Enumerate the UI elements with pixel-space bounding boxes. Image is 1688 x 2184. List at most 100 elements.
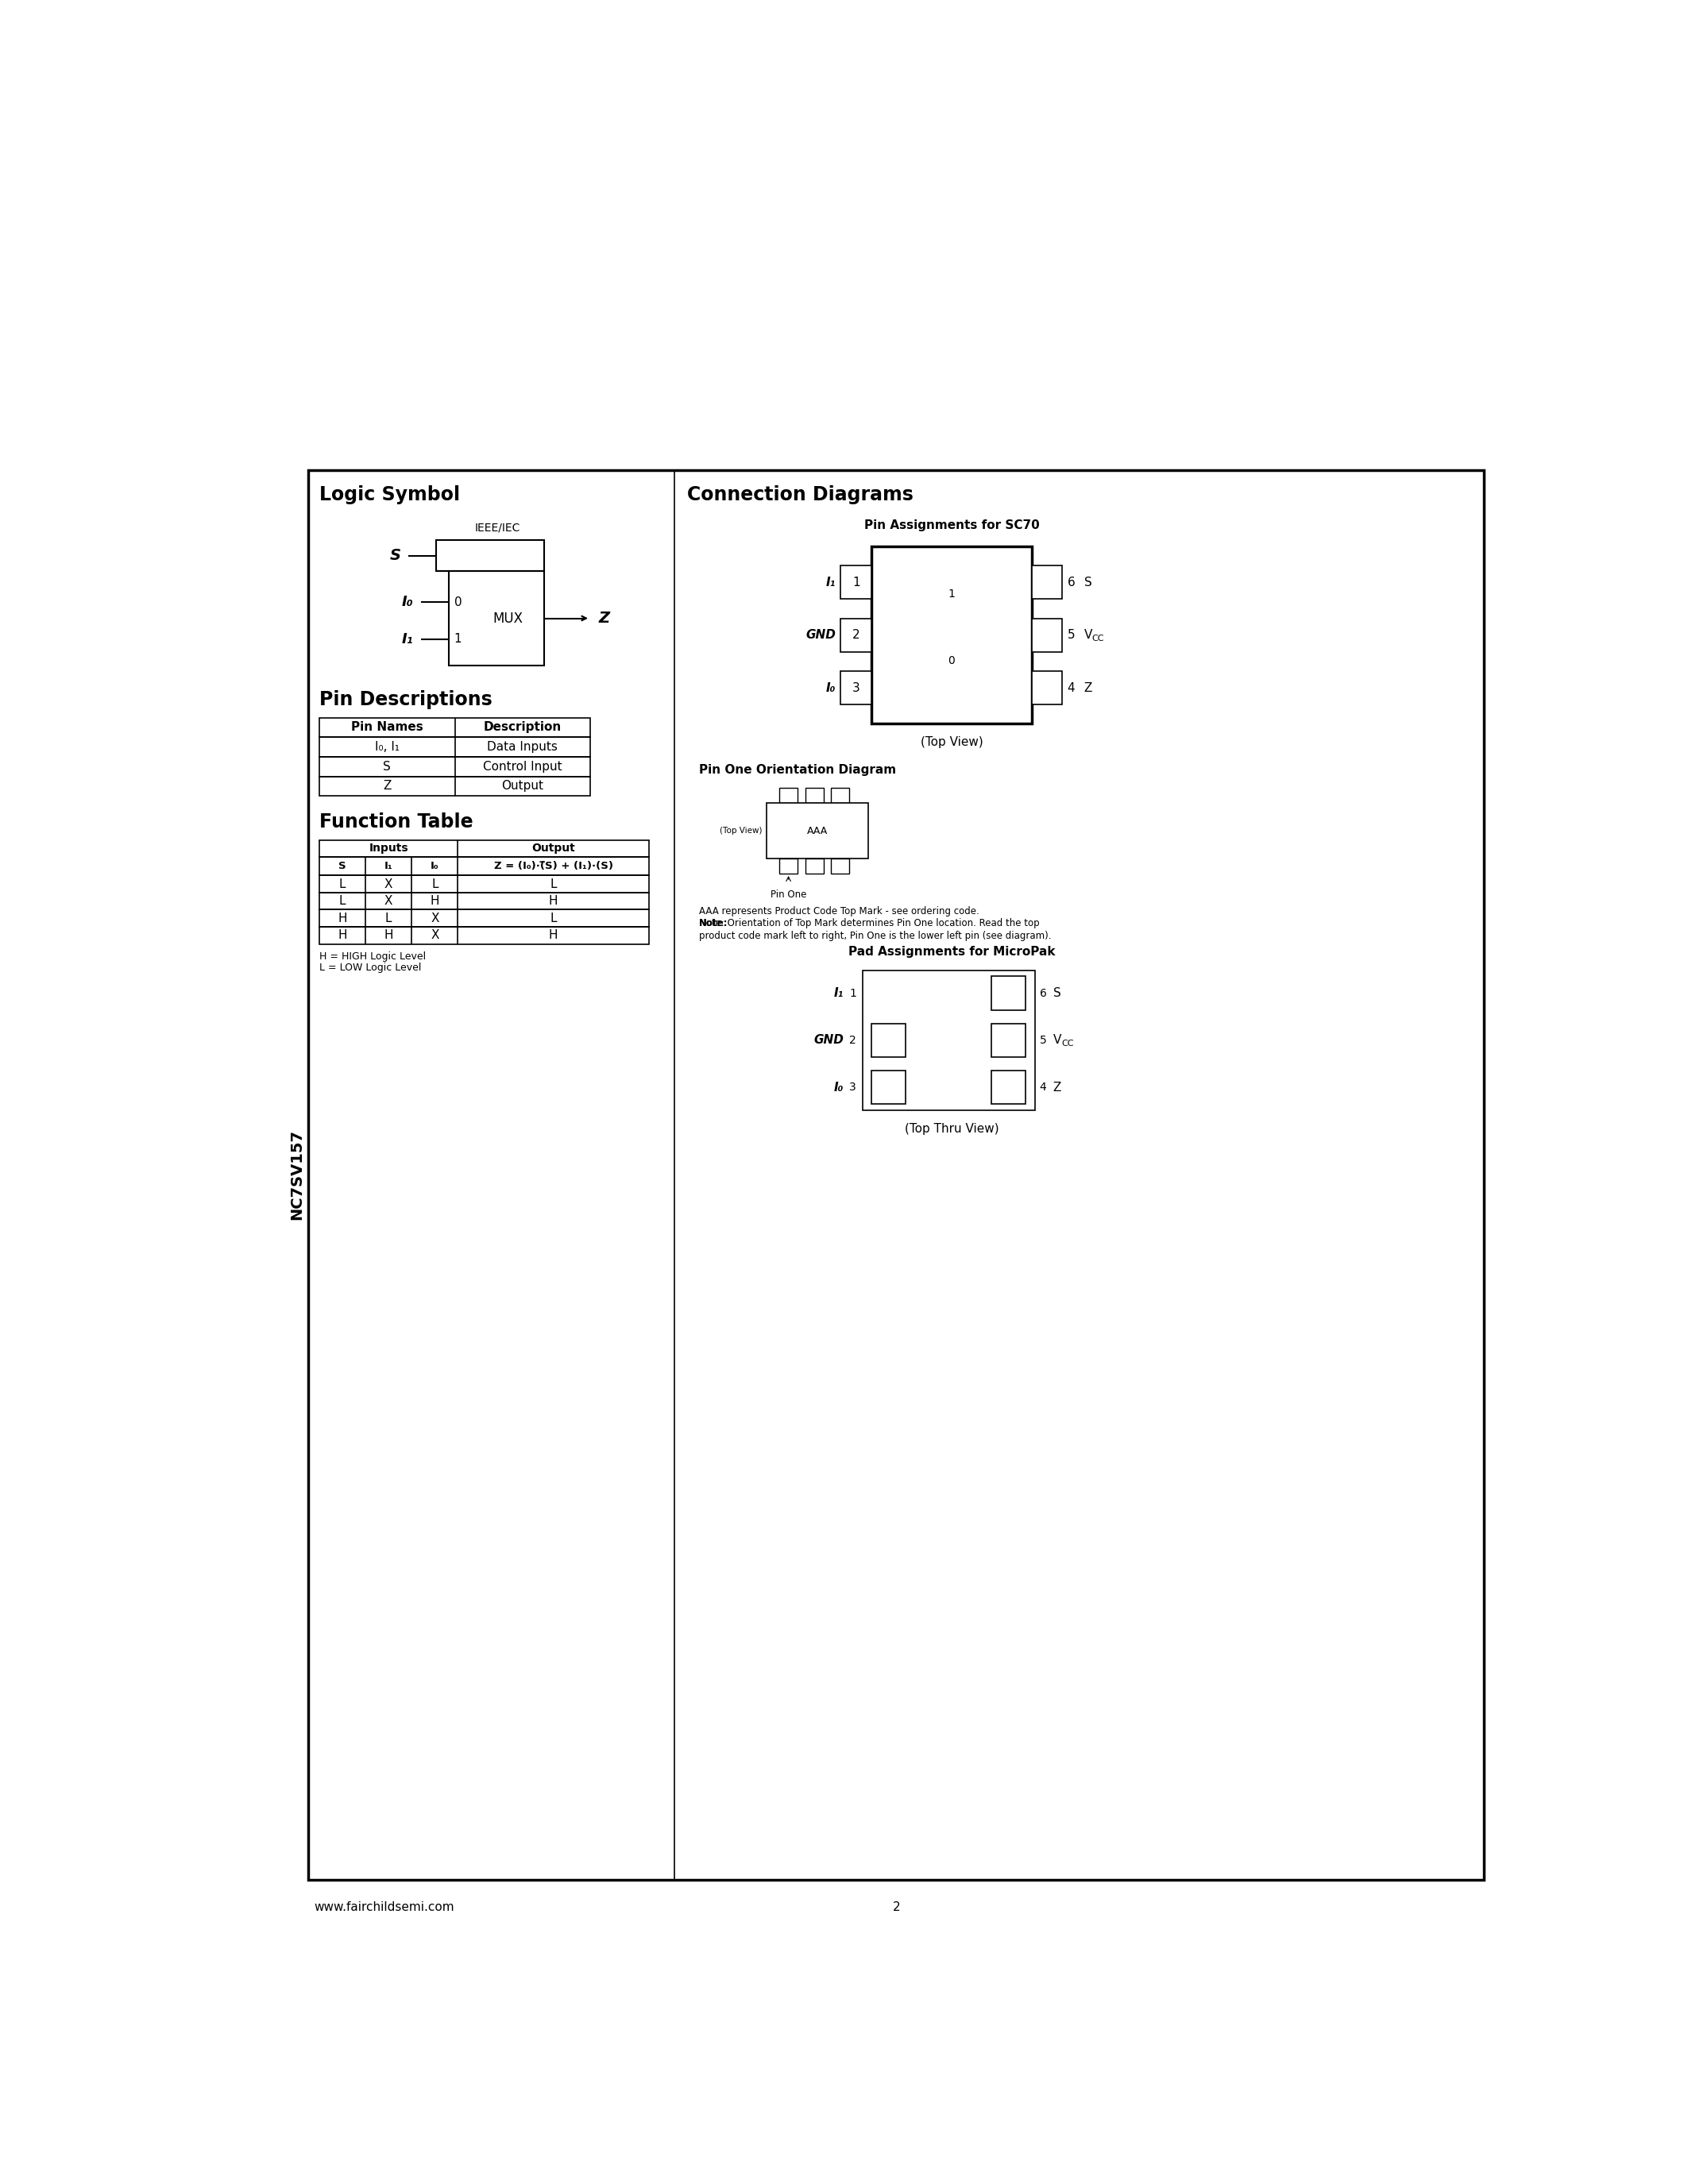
Bar <box>319 719 591 738</box>
Text: I₀: I₀ <box>834 1081 844 1094</box>
Text: H = HIGH Logic Level: H = HIGH Logic Level <box>319 952 425 961</box>
Text: Pin Descriptions: Pin Descriptions <box>319 690 493 710</box>
Bar <box>319 738 591 758</box>
Text: 0: 0 <box>454 596 463 607</box>
Bar <box>319 758 591 775</box>
Text: L: L <box>432 878 439 889</box>
Bar <box>863 970 1035 1109</box>
Text: I₀: I₀ <box>402 594 414 609</box>
Text: AAA: AAA <box>807 826 829 836</box>
Text: IEEE/IEC: IEEE/IEC <box>474 522 520 533</box>
Text: Pin Names: Pin Names <box>351 721 424 734</box>
Bar <box>871 546 1031 723</box>
Text: 1: 1 <box>852 577 859 587</box>
Text: V: V <box>1084 629 1092 642</box>
Bar <box>780 858 798 874</box>
Bar <box>449 570 544 666</box>
Bar <box>319 841 648 856</box>
Text: 5: 5 <box>1067 629 1075 642</box>
Bar <box>991 1024 1026 1057</box>
Text: 0: 0 <box>949 655 955 666</box>
Text: Connection Diagrams: Connection Diagrams <box>687 485 913 505</box>
Text: L: L <box>385 913 392 924</box>
Text: Data Inputs: Data Inputs <box>488 740 557 753</box>
Text: I₁: I₁ <box>825 577 836 587</box>
Bar <box>1031 566 1062 598</box>
Bar <box>319 911 648 926</box>
Text: X: X <box>385 895 393 906</box>
Text: X: X <box>430 930 439 941</box>
Text: AAA represents Product Code Top Mark - see ordering code.: AAA represents Product Code Top Mark - s… <box>699 906 979 917</box>
Text: (Top View): (Top View) <box>719 828 761 834</box>
Bar <box>830 858 849 874</box>
Text: Logic Symbol: Logic Symbol <box>319 485 461 505</box>
Text: Inputs: Inputs <box>370 843 408 854</box>
Text: 2: 2 <box>849 1035 856 1046</box>
Text: L: L <box>550 913 557 924</box>
Text: CC: CC <box>1092 633 1104 642</box>
Text: X: X <box>385 878 393 889</box>
Text: I₁: I₁ <box>834 987 844 998</box>
Text: NC7SV157: NC7SV157 <box>290 1129 306 1221</box>
Text: L: L <box>550 878 557 889</box>
Text: S: S <box>339 860 346 871</box>
Text: I₀: I₀ <box>825 681 836 695</box>
Bar <box>319 926 648 943</box>
Text: Control Input: Control Input <box>483 760 562 773</box>
Text: L = LOW Logic Level: L = LOW Logic Level <box>319 963 422 972</box>
Text: 3: 3 <box>849 1081 856 1092</box>
Bar <box>841 618 871 653</box>
Text: H: H <box>385 930 393 941</box>
Bar <box>780 788 798 804</box>
Text: 5: 5 <box>1040 1035 1047 1046</box>
Text: Pin Assignments for SC70: Pin Assignments for SC70 <box>864 520 1040 531</box>
Bar <box>991 1070 1026 1105</box>
Bar <box>841 670 871 705</box>
Text: www.fairchildsemi.com: www.fairchildsemi.com <box>314 1900 454 1913</box>
Text: S: S <box>1084 577 1092 587</box>
Bar <box>1031 670 1062 705</box>
Text: 6: 6 <box>1040 987 1047 998</box>
Text: V: V <box>1053 1035 1062 1046</box>
Text: Note: Orientation of Top Mark determines Pin One location. Read the top: Note: Orientation of Top Mark determines… <box>699 917 1040 928</box>
Bar <box>436 539 544 570</box>
Text: Z: Z <box>1053 1081 1062 1094</box>
Text: L: L <box>339 895 346 906</box>
Bar <box>805 788 824 804</box>
Bar <box>805 858 824 874</box>
Text: 4: 4 <box>1067 681 1075 695</box>
Text: H: H <box>338 913 348 924</box>
Text: Pad Assignments for MicroPak: Pad Assignments for MicroPak <box>847 946 1055 959</box>
Text: (Top Thru View): (Top Thru View) <box>905 1123 999 1133</box>
Text: 6: 6 <box>1067 577 1075 587</box>
Text: H: H <box>549 895 557 906</box>
Text: H: H <box>549 930 557 941</box>
Text: 4: 4 <box>1040 1081 1047 1092</box>
Text: 1: 1 <box>949 590 955 601</box>
Text: GND: GND <box>814 1035 844 1046</box>
Text: I₀: I₀ <box>430 860 439 871</box>
Text: I₁: I₁ <box>385 860 393 871</box>
Bar <box>309 470 1484 1880</box>
Text: 1: 1 <box>454 633 463 644</box>
Text: MUX: MUX <box>493 612 523 625</box>
Text: 3: 3 <box>852 681 861 695</box>
Bar <box>871 1070 905 1105</box>
Text: Pin One Orientation Diagram: Pin One Orientation Diagram <box>699 764 896 775</box>
Bar <box>871 1024 905 1057</box>
Bar <box>319 893 648 911</box>
Bar <box>830 788 849 804</box>
Text: GND: GND <box>805 629 836 642</box>
Bar <box>319 876 648 893</box>
Text: Output: Output <box>501 780 544 793</box>
Text: S: S <box>383 760 392 773</box>
Text: H: H <box>430 895 439 906</box>
Text: Z: Z <box>598 612 609 627</box>
Text: product code mark left to right, Pin One is the lower left pin (see diagram).: product code mark left to right, Pin One… <box>699 930 1052 941</box>
Text: Output: Output <box>532 843 576 854</box>
Bar <box>319 856 648 876</box>
Text: I₀, I₁: I₀, I₁ <box>375 740 400 753</box>
Text: H: H <box>338 930 348 941</box>
Text: 1: 1 <box>849 987 856 998</box>
Bar <box>1031 618 1062 653</box>
